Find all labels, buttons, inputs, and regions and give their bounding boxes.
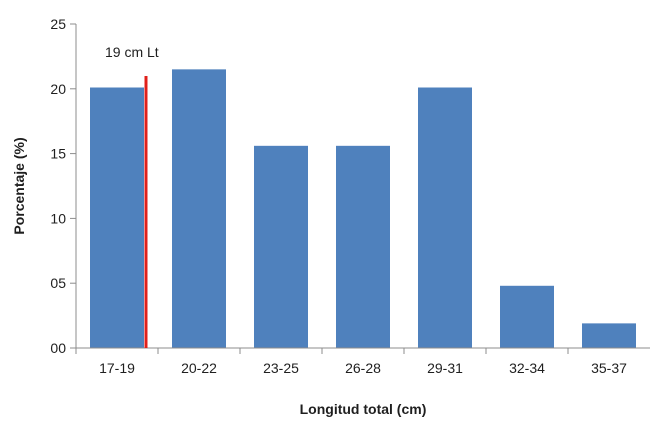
bar-17-19 [90, 87, 144, 348]
x-tick-label-29-31: 29-31 [427, 360, 463, 376]
bar-20-22 [172, 69, 226, 349]
y-tick-label: 05 [50, 275, 66, 291]
y-axis-ticks: 00 05 10 15 20 25 [50, 16, 76, 356]
x-tick-label-17-19: 17-19 [99, 360, 135, 376]
x-tick-label-20-22: 20-22 [181, 360, 217, 376]
x-tick-label-26-28: 26-28 [345, 360, 381, 376]
y-tick-label: 10 [50, 210, 66, 226]
bar-26-28 [336, 145, 390, 348]
x-tick-label-23-25: 23-25 [263, 360, 299, 376]
bar-35-37 [582, 323, 636, 348]
y-tick-label: 00 [50, 340, 66, 356]
x-axis-tick-labels: 17-19 20-22 23-25 26-28 29-31 32-34 35-37 [75, 348, 627, 376]
x-axis-title: Longitud total (cm) [300, 401, 427, 417]
y-tick-label: 20 [50, 81, 66, 97]
y-tick-label: 15 [50, 146, 66, 162]
x-tick-label-32-34: 32-34 [509, 360, 545, 376]
y-tick-label: 25 [50, 16, 66, 32]
bar-23-25 [254, 145, 308, 348]
y-axis-title: Porcentaje (%) [11, 137, 27, 234]
bars [90, 69, 636, 349]
reference-line-label: 19 cm Lt [105, 44, 159, 60]
bar-29-31 [418, 87, 472, 348]
x-tick-label-35-37: 35-37 [591, 360, 627, 376]
bar-32-34 [500, 285, 554, 348]
